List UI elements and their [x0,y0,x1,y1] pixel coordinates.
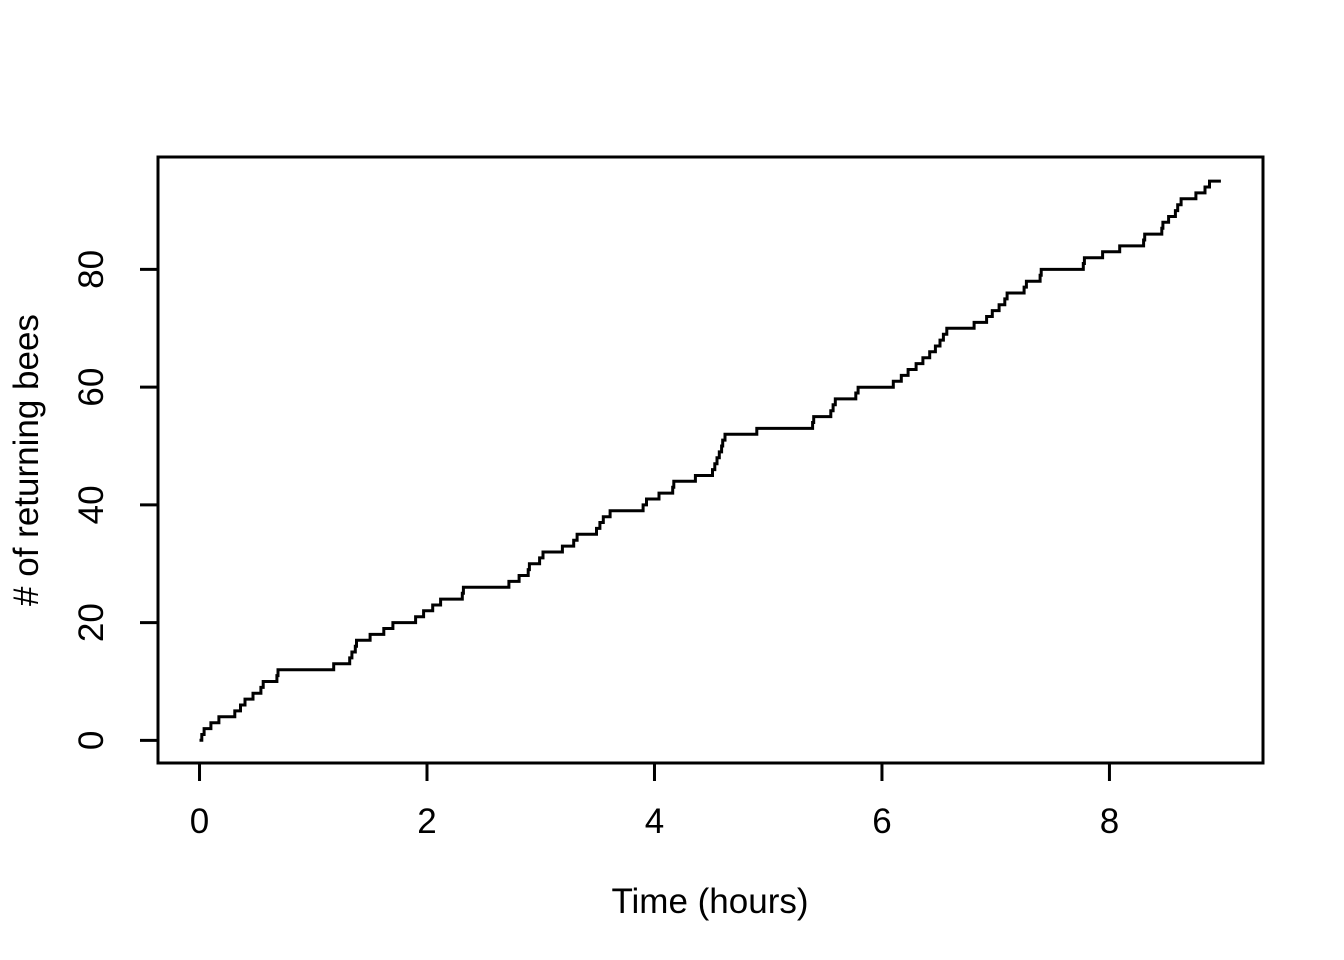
step-line-series [199,179,1221,742]
x-tick-label: 4 [645,802,664,841]
x-tick-label: 6 [872,802,891,841]
x-axis-title: Time (hours) [611,882,808,921]
y-tick-label: 60 [72,368,111,407]
y-tick-label: 80 [72,250,111,289]
y-axis-title: # of returning bees [7,314,46,606]
x-tick-label: 2 [417,802,436,841]
y-tick-label: 20 [72,603,111,642]
x-tick-label: 8 [1100,802,1119,841]
plot-border-box [156,155,1265,765]
x-tick-label: 0 [190,802,209,841]
y-tick-label: 0 [72,731,111,750]
y-axis: 0 20 40 60 80 [72,250,158,750]
x-axis: 0 2 4 6 8 [190,763,1119,841]
y-tick-label: 40 [72,485,111,524]
